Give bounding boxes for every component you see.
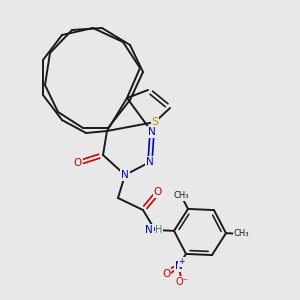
Text: N: N bbox=[148, 127, 156, 137]
Text: O: O bbox=[74, 158, 82, 168]
Text: N: N bbox=[121, 170, 129, 180]
Text: O⁻: O⁻ bbox=[175, 277, 188, 287]
Text: +: + bbox=[178, 257, 185, 266]
Text: CH₃: CH₃ bbox=[233, 229, 249, 238]
Text: H: H bbox=[155, 225, 163, 235]
Text: O: O bbox=[162, 269, 171, 279]
Text: N: N bbox=[175, 261, 182, 271]
Text: N: N bbox=[146, 157, 154, 167]
Text: S: S bbox=[152, 117, 159, 127]
Text: N: N bbox=[145, 225, 153, 235]
Text: CH₃: CH₃ bbox=[173, 191, 189, 200]
Text: O: O bbox=[154, 187, 162, 197]
